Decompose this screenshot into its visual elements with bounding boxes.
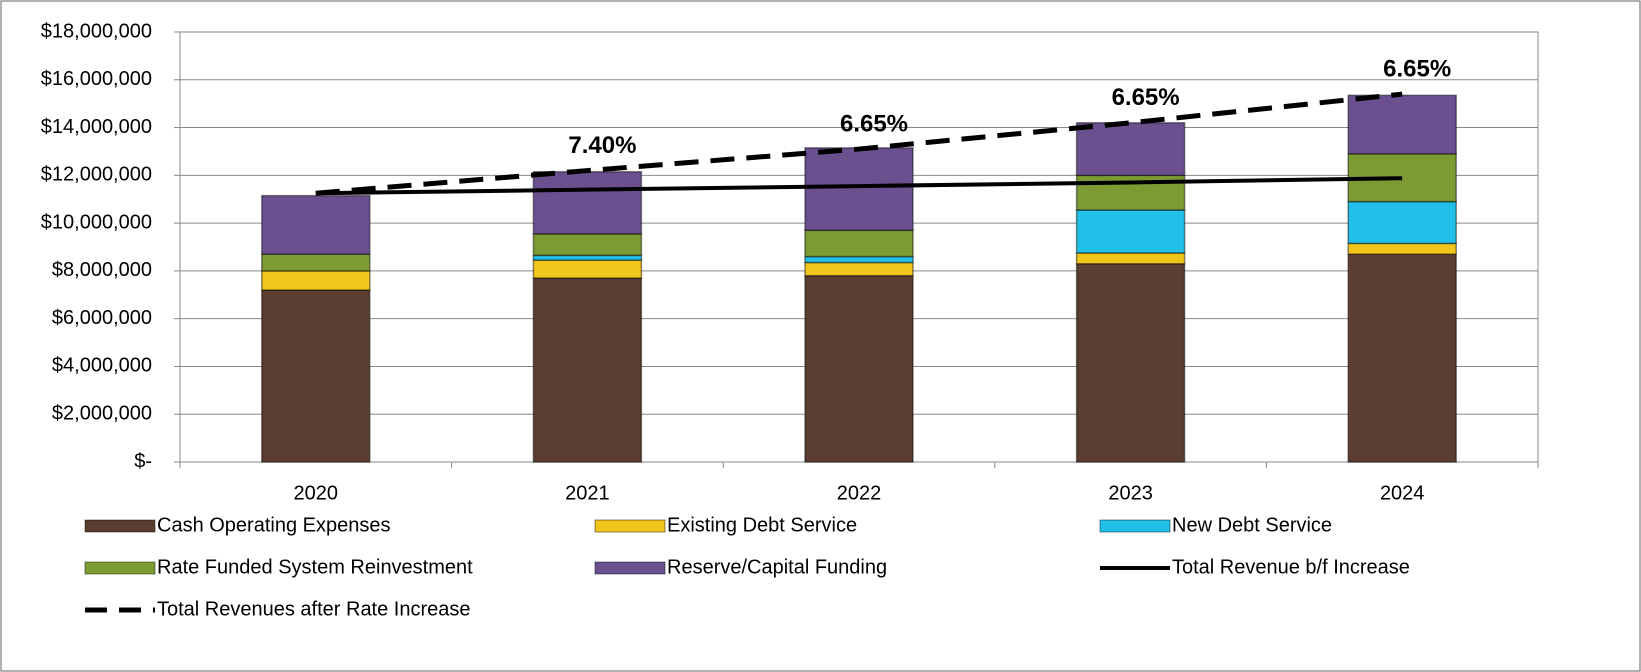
bar-segment bbox=[532, 171, 643, 235]
y-tick-label: $18,000,000 bbox=[41, 20, 152, 42]
bar-segment bbox=[1347, 253, 1457, 463]
bar-segment bbox=[261, 289, 371, 463]
bar-segment bbox=[532, 259, 643, 279]
y-tick-label: $4,000,000 bbox=[52, 355, 152, 377]
bar-segment bbox=[261, 194, 371, 255]
bar-segment bbox=[1075, 122, 1186, 177]
bar-segment bbox=[532, 233, 643, 257]
bar-segment bbox=[804, 147, 914, 232]
legend-swatch bbox=[1099, 519, 1171, 533]
rate-label: 7.40% bbox=[568, 132, 636, 159]
bar-segment bbox=[1075, 209, 1186, 254]
legend-label: Total Revenues after Rate Increase bbox=[157, 598, 471, 620]
bar-segment bbox=[261, 253, 371, 272]
y-tick-label: $12,000,000 bbox=[41, 164, 152, 186]
x-tick-label: 2020 bbox=[294, 482, 339, 504]
bar-segment bbox=[1075, 262, 1186, 463]
bar-segment bbox=[804, 261, 914, 277]
legend-label: Rate Funded System Reinvestment bbox=[157, 556, 473, 578]
y-tick-label: $6,000,000 bbox=[52, 307, 152, 329]
rate-label: 6.65% bbox=[1383, 55, 1451, 82]
legend-label: Existing Debt Service bbox=[667, 514, 857, 536]
bar-segment bbox=[1347, 94, 1457, 155]
legend-swatch bbox=[84, 561, 156, 575]
y-tick-label: $- bbox=[134, 450, 152, 472]
bar-segment bbox=[804, 229, 914, 258]
legend-label: Total Revenue b/f Increase bbox=[1172, 556, 1410, 578]
y-tick-label: $16,000,000 bbox=[41, 68, 152, 90]
y-tick-label: $10,000,000 bbox=[41, 211, 152, 233]
bar-segment bbox=[1347, 242, 1457, 255]
legend-swatch bbox=[594, 561, 666, 575]
y-tick-label: $14,000,000 bbox=[41, 116, 152, 138]
legend-swatch bbox=[594, 519, 666, 533]
rate-label: 6.65% bbox=[1112, 84, 1180, 111]
legend-label: New Debt Service bbox=[1172, 514, 1332, 536]
y-tick-label: $2,000,000 bbox=[52, 403, 152, 425]
bar-segment bbox=[1347, 200, 1457, 245]
bar-segment bbox=[1075, 252, 1186, 265]
bar-segment bbox=[532, 277, 643, 463]
bar-segment bbox=[804, 274, 914, 463]
bar-segment bbox=[804, 255, 914, 264]
x-tick-label: 2023 bbox=[1108, 482, 1153, 504]
bar-segment bbox=[261, 270, 371, 291]
line-series bbox=[315, 91, 1403, 196]
line-series bbox=[315, 176, 1403, 196]
legend-label: Cash Operating Expenses bbox=[157, 514, 390, 536]
rate-label: 6.65% bbox=[840, 110, 908, 137]
y-tick-label: $8,000,000 bbox=[52, 259, 152, 281]
legend-swatch bbox=[84, 519, 156, 533]
x-tick-label: 2022 bbox=[837, 482, 882, 504]
x-tick-label: 2021 bbox=[565, 482, 610, 504]
x-tick-label: 2024 bbox=[1380, 482, 1425, 504]
legend-label: Reserve/Capital Funding bbox=[667, 556, 887, 578]
